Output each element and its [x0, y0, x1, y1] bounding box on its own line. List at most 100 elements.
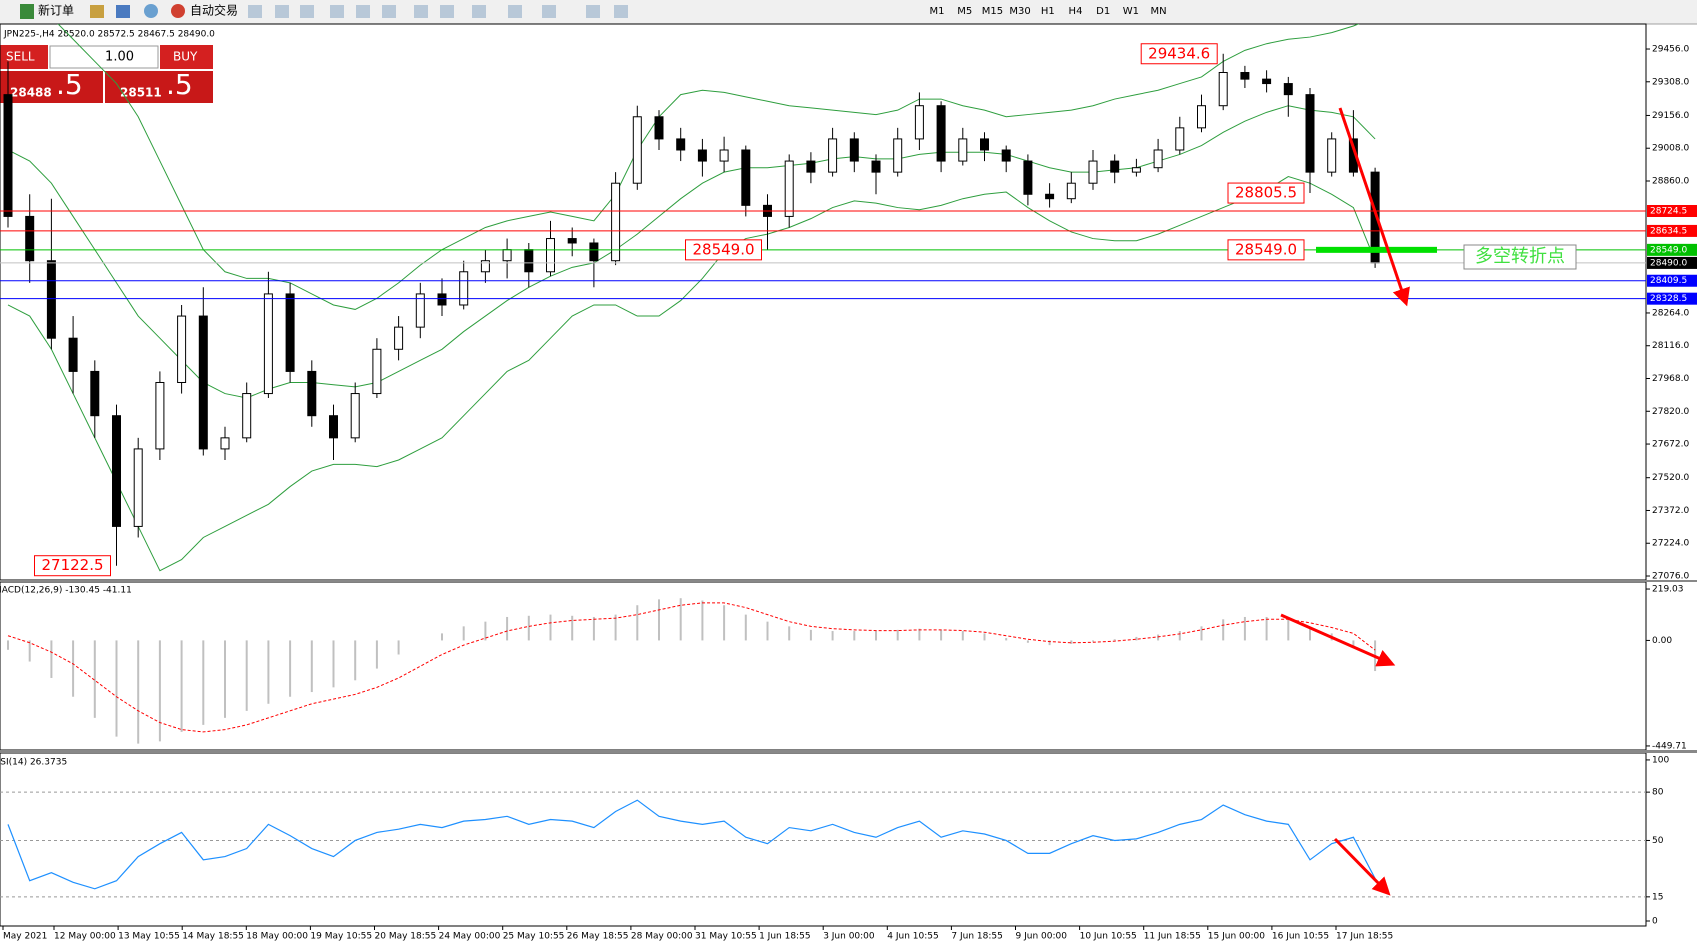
rsi-line: [7, 799, 1376, 890]
price-label-box: [1227, 182, 1305, 204]
timeframe-button[interactable]: M5: [957, 6, 972, 17]
tool-icon[interactable]: [90, 5, 104, 18]
price-label: 29434.6: [1148, 44, 1210, 62]
timeframe-button[interactable]: W1: [1123, 6, 1139, 17]
x-tick-label: 4 Jun 10:55: [887, 932, 938, 942]
candle-body: [1066, 182, 1076, 200]
tool-icon[interactable]: [144, 4, 158, 18]
timeframe-button[interactable]: M30: [1009, 6, 1030, 17]
timeframe-button[interactable]: H1: [1041, 6, 1055, 17]
tool-icon[interactable]: [508, 5, 522, 18]
tool-icon[interactable]: [382, 5, 396, 18]
candle-body: [220, 437, 230, 450]
candle-body: [524, 249, 534, 273]
buy-button[interactable]: [160, 45, 213, 69]
timeframe-button[interactable]: M1: [930, 6, 945, 17]
candle-body: [242, 393, 252, 439]
x-tick-label: 28 May 00:00: [631, 932, 693, 942]
candle-body: [654, 116, 664, 140]
timeframe-button[interactable]: MN: [1151, 6, 1167, 17]
tool-icon[interactable]: [248, 5, 262, 18]
panel-separator: [0, 750, 1697, 753]
candle-body: [133, 448, 143, 527]
candle-body: [589, 242, 599, 262]
price-label: 27122.5: [41, 556, 103, 574]
sell-price-box[interactable]: [0, 71, 103, 103]
macd-header: MACD(12,26,9) -130.45 -41.11: [0, 586, 132, 596]
candle-body: [1088, 160, 1098, 184]
candle-body: [958, 138, 968, 162]
y-tick-label: 29156.0: [1652, 111, 1689, 121]
rsi-header: RSI(14) 26.3735: [0, 758, 67, 768]
panel-separator: [0, 580, 1697, 582]
y-tick-label: 27224.0: [1652, 539, 1689, 549]
buy-price-box[interactable]: [105, 71, 213, 103]
candle-body: [611, 182, 621, 262]
tool-icon[interactable]: [440, 5, 454, 18]
x-tick-label: 20 May 18:55: [375, 932, 437, 942]
sell-label: SELL: [6, 50, 35, 64]
candle-body: [177, 315, 187, 383]
level-price-label: 28328.5: [1650, 294, 1687, 304]
toolbar-icons: [248, 5, 628, 18]
macd-signal: [7, 602, 1376, 733]
auto-trading-icon[interactable]: [171, 4, 185, 18]
y-tick-label: 28860.0: [1652, 176, 1689, 186]
panel-frame: [0, 752, 1647, 927]
x-tick-label: 11 Jun 18:55: [1144, 932, 1201, 942]
candle-body: [1240, 71, 1250, 80]
y-tick-label: 29456.0: [1652, 45, 1689, 55]
tool-icon[interactable]: [586, 5, 600, 18]
candle-body: [1153, 149, 1163, 169]
price-label: 28805.5: [1235, 184, 1297, 202]
candle-body: [437, 293, 447, 306]
timeframe-button[interactable]: M15: [982, 6, 1003, 17]
x-tick-label: 17 Jun 18:55: [1336, 932, 1393, 942]
candle-body: [632, 116, 642, 184]
tool-icon[interactable]: [542, 5, 556, 18]
tool-icon[interactable]: [414, 5, 428, 18]
y-tick-label: 0.00: [1652, 636, 1672, 646]
tool-icon[interactable]: [300, 5, 314, 18]
candle-body: [90, 370, 100, 417]
x-tick-label: 19 May 10:55: [310, 932, 372, 942]
y-tick-label: 27968.0: [1652, 374, 1689, 384]
candle-body: [1218, 71, 1228, 107]
timeframe-button[interactable]: H4: [1069, 6, 1083, 17]
tool-icon[interactable]: [275, 5, 289, 18]
buy-label: BUY: [173, 50, 198, 64]
bollinger-band: [57, 24, 1360, 310]
auto-trading-button[interactable]: 自动交易: [190, 3, 238, 18]
price-label: 28549.0: [1235, 240, 1297, 258]
tool-icon[interactable]: [472, 5, 486, 18]
timeframe-button[interactable]: D1: [1096, 6, 1110, 17]
y-tick-label: 27820.0: [1652, 407, 1689, 417]
lot-input[interactable]: [49, 45, 159, 69]
level-price-tag: [1647, 224, 1697, 237]
turning-point-bar: [1316, 246, 1437, 253]
x-tick-label: 15 Jun 00:00: [1208, 932, 1265, 942]
candle-body: [1023, 160, 1033, 195]
candle-body: [676, 138, 686, 151]
x-tick-label: 24 May 00:00: [439, 932, 501, 942]
x-tick-label: 16 Jun 10:55: [1272, 932, 1329, 942]
tool-icon[interactable]: [614, 5, 628, 18]
x-tick-label: 26 May 18:55: [567, 932, 629, 942]
x-tick-label: 18 May 00:00: [246, 932, 308, 942]
candle-body: [198, 315, 208, 450]
new-order-button[interactable]: 新订单: [38, 3, 74, 18]
trend-arrow: [1280, 613, 1396, 667]
sell-pips: .5: [56, 68, 83, 101]
y-tick-label: 29008.0: [1652, 144, 1689, 154]
candle-body: [1131, 167, 1141, 173]
tool-icon[interactable]: [330, 5, 344, 18]
tool-icon[interactable]: [116, 5, 130, 18]
x-tick-label: 12 May 00:00: [54, 932, 116, 942]
y-tick-label: 27076.0: [1652, 572, 1689, 582]
candle-body: [285, 293, 295, 372]
y-tick-label: 28116.0: [1652, 341, 1689, 351]
candle-body: [567, 238, 577, 244]
new-order-icon[interactable]: [20, 4, 34, 19]
bid-price-label: 28490.0: [1650, 258, 1687, 268]
tool-icon[interactable]: [356, 5, 370, 18]
